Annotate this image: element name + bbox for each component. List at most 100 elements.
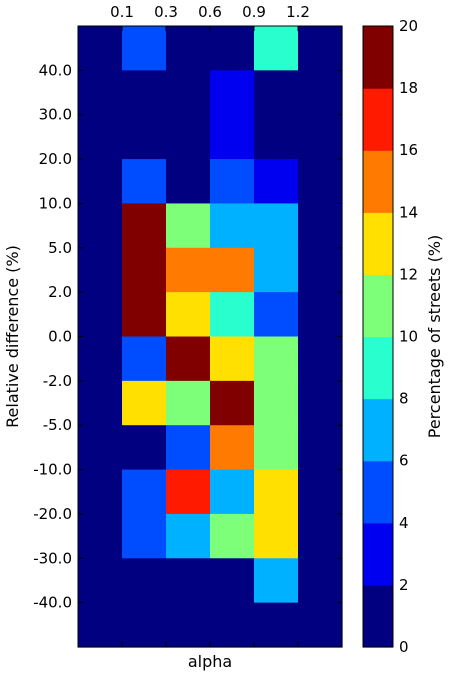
heatmap-cell xyxy=(254,26,299,71)
heatmap-cell xyxy=(298,159,343,205)
x-axis-label: alpha xyxy=(188,652,232,671)
heatmap-cell xyxy=(298,70,343,116)
heatmap-cell xyxy=(254,159,299,205)
heatmap-cell xyxy=(78,336,123,382)
heatmap-cell xyxy=(166,513,211,559)
heatmap-cell xyxy=(78,247,123,293)
heatmap-cell xyxy=(122,292,167,338)
y-tick-label: 40.0 xyxy=(39,61,72,79)
heatmap-cell xyxy=(298,247,343,293)
y-tick-label: 2.0 xyxy=(48,283,72,301)
y-tick-label: 20.0 xyxy=(39,150,72,168)
y-tick-label: -2.0 xyxy=(43,372,72,390)
heatmap-cell xyxy=(78,425,123,471)
colorbar-segment xyxy=(363,150,393,213)
heatmap-cell xyxy=(298,602,343,648)
colorbar-segment xyxy=(363,336,393,400)
y-tick-label: 0.0 xyxy=(48,328,72,346)
colorbar-label: Percentage of streets (%) xyxy=(425,235,444,439)
heatmap-cell xyxy=(122,70,167,116)
colorbar-tick-label: 6 xyxy=(399,452,409,470)
heatmap-cell xyxy=(78,602,123,648)
heatmap-cell xyxy=(254,203,299,249)
x-tick-label: 0.9 xyxy=(242,3,266,21)
y-tick-label: -10.0 xyxy=(33,461,72,479)
colorbar-segment xyxy=(363,522,393,586)
y-tick-label: 10.0 xyxy=(39,194,72,212)
heatmap-cell xyxy=(122,114,167,160)
heatmap-cell xyxy=(122,26,167,71)
heatmap-cell xyxy=(78,558,123,604)
heatmap-cell xyxy=(122,247,167,293)
x-tick-label: 0.1 xyxy=(110,3,134,21)
x-axis-ticks: 0.1 0.3 0.6 0.9 1.2 xyxy=(110,3,310,647)
heatmap-cell xyxy=(298,513,343,559)
heatmap-cell xyxy=(210,114,255,160)
heatmap-cell xyxy=(298,114,343,160)
heatmap-cell xyxy=(210,380,255,426)
heatmap-cell xyxy=(166,469,211,515)
colorbar-segment xyxy=(363,584,393,648)
heatmap-cell xyxy=(254,114,299,160)
heatmap-cell xyxy=(254,425,299,471)
heatmap-cell xyxy=(166,70,211,116)
heatmap-cell xyxy=(254,336,299,382)
y-tick-label: 30.0 xyxy=(39,106,72,124)
heatmap-cell xyxy=(78,159,123,205)
colorbar-tick-label: 0 xyxy=(399,638,409,656)
heatmap-cell xyxy=(78,513,123,559)
x-tick-label: 0.3 xyxy=(154,3,178,21)
heatmap-cell xyxy=(78,203,123,249)
colorbar-segment xyxy=(363,212,393,275)
heatmap-cell xyxy=(122,159,167,205)
heatmap-cell xyxy=(254,602,299,648)
heatmap-cell xyxy=(166,602,211,648)
heatmap-cell xyxy=(254,469,299,515)
heatmap-cell xyxy=(298,380,343,426)
colorbar-tick-label: 12 xyxy=(399,265,418,283)
heatmap-cell xyxy=(210,203,255,249)
heatmap-cell xyxy=(166,292,211,338)
colorbar-ticks: 0 2 4 6 8 10 12 14 16 18 20 xyxy=(399,17,418,656)
heatmap-cell xyxy=(210,26,255,71)
heatmap-cell xyxy=(210,425,255,471)
heatmap-cell xyxy=(210,159,255,205)
colorbar-segment xyxy=(363,398,393,462)
colorbar-tick-label: 8 xyxy=(399,390,409,408)
heatmap-cell xyxy=(122,558,167,604)
colorbar-tick-label: 10 xyxy=(399,328,418,346)
heatmap-cell xyxy=(254,380,299,426)
heatmap-cell xyxy=(298,469,343,515)
heatmap-cell xyxy=(298,425,343,471)
colorbar-tick-label: 16 xyxy=(399,141,418,159)
colorbar-segment xyxy=(363,460,393,524)
heatmap-cell xyxy=(166,114,211,160)
colorbar-segment xyxy=(363,88,393,151)
colorbar xyxy=(363,26,393,648)
heatmap-cell xyxy=(166,336,211,382)
heatmap-cell xyxy=(298,292,343,338)
heatmap-cells xyxy=(78,26,343,648)
colorbar-frame xyxy=(362,25,394,648)
y-tick-label: -5.0 xyxy=(43,416,72,434)
heatmap-cell xyxy=(166,425,211,471)
colorbar-tick-label: 14 xyxy=(399,203,418,221)
heatmap-cell xyxy=(254,292,299,338)
colorbar-tick-label: 2 xyxy=(399,576,409,594)
heatmap-cell xyxy=(78,114,123,160)
heatmap-cell xyxy=(210,70,255,116)
heatmap-cell xyxy=(122,203,167,249)
heatmap-cell xyxy=(122,380,167,426)
heatmap-cell xyxy=(78,380,123,426)
heatmap-cell xyxy=(78,26,123,71)
heatmap-cell xyxy=(122,425,167,471)
heatmap-cell xyxy=(298,26,343,71)
heatmap-cell xyxy=(254,247,299,293)
heatmap-cell xyxy=(122,336,167,382)
y-tick-label: -30.0 xyxy=(33,549,72,567)
heatmap-cell xyxy=(78,469,123,515)
heatmap-cell xyxy=(254,513,299,559)
y-tick-label: -20.0 xyxy=(33,505,72,523)
heatmap-cell xyxy=(122,602,167,648)
heatmap-cell xyxy=(122,513,167,559)
